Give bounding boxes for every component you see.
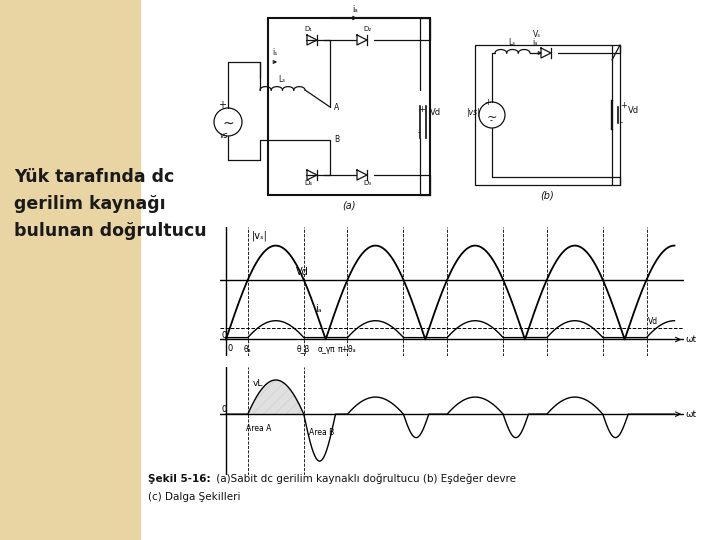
Text: Yük tarafında dc: Yük tarafında dc — [14, 168, 174, 186]
Text: iₐ: iₐ — [532, 38, 538, 47]
Text: -: - — [620, 118, 623, 127]
Text: bulunan doğrultucu: bulunan doğrultucu — [14, 222, 207, 240]
Text: Lₛ: Lₛ — [508, 38, 516, 47]
Text: 0: 0 — [221, 330, 226, 340]
Text: +: + — [484, 98, 491, 107]
Text: ~: ~ — [487, 111, 498, 124]
Text: +: + — [218, 100, 226, 110]
Text: B: B — [334, 136, 339, 145]
Text: (a)Sabit dc gerilim kaynaklı doğrultucu (b) Eşdeğer devre: (a)Sabit dc gerilim kaynaklı doğrultucu … — [213, 474, 516, 484]
Text: ωt: ωt — [685, 410, 697, 418]
Text: |vₛ|: |vₛ| — [251, 230, 267, 240]
Text: π+θₐ: π+θₐ — [338, 345, 357, 354]
Text: |vs|: |vs| — [467, 108, 480, 117]
Text: ~: ~ — [222, 117, 234, 131]
Text: ωt: ωt — [685, 335, 697, 344]
Text: Lₛ: Lₛ — [279, 75, 286, 84]
Text: Area B: Area B — [309, 428, 334, 437]
Text: Vₛ: Vₛ — [533, 30, 541, 39]
Text: θₐ: θₐ — [244, 345, 251, 354]
Text: (c) Dalga Şekilleri: (c) Dalga Şekilleri — [148, 492, 240, 502]
Text: vL: vL — [253, 379, 263, 388]
Text: 0: 0 — [228, 344, 233, 353]
Text: 0: 0 — [221, 406, 226, 414]
Text: Vd: Vd — [430, 108, 441, 117]
Text: π: π — [330, 345, 334, 354]
Text: Vd: Vd — [296, 267, 308, 277]
Text: gerilim kaynağı: gerilim kaynağı — [14, 195, 166, 213]
Text: (b): (b) — [541, 191, 554, 201]
Text: iₐ: iₐ — [352, 5, 358, 14]
Text: D₂: D₂ — [363, 26, 371, 32]
Text: α_γ: α_γ — [318, 345, 330, 354]
Text: +: + — [418, 105, 425, 114]
Text: A: A — [334, 103, 339, 111]
Text: Vd: Vd — [648, 318, 658, 327]
Text: +: + — [620, 101, 627, 110]
Text: iₛ: iₛ — [272, 48, 278, 57]
Text: (a): (a) — [342, 201, 356, 211]
Text: -: - — [418, 128, 421, 137]
Text: iₐ: iₐ — [315, 304, 321, 314]
Text: vs: vs — [220, 131, 228, 140]
Bar — [475, 45, 620, 185]
Text: -: - — [490, 116, 493, 125]
Bar — [0, 0, 140, 540]
Bar — [268, 18, 430, 195]
Text: Area A: Area A — [246, 424, 271, 433]
Text: D₃: D₃ — [363, 180, 371, 186]
Text: Şekil 5-16:: Şekil 5-16: — [148, 474, 211, 484]
Text: D₁: D₁ — [304, 26, 312, 32]
Text: D₄: D₄ — [304, 180, 312, 186]
Text: Vd: Vd — [628, 106, 639, 115]
Text: θ_β: θ_β — [297, 345, 310, 354]
